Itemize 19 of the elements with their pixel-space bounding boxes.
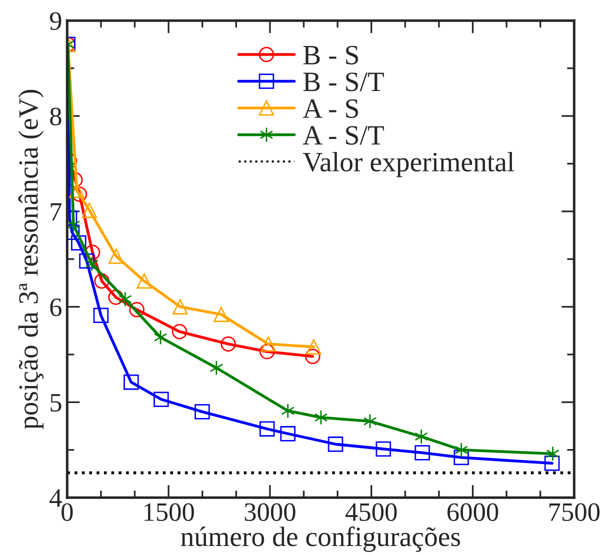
legend-label: A - S/T bbox=[302, 126, 384, 145]
x-tick-label: 3000 bbox=[244, 503, 296, 522]
x-tick-label: 1500 bbox=[144, 503, 194, 522]
y-tick-label: 5 bbox=[50, 394, 62, 412]
legend-label: A - S bbox=[302, 99, 358, 118]
y-tick-label: 6 bbox=[50, 298, 62, 316]
y-tick-label: 9 bbox=[50, 12, 62, 30]
legend-label: B - S/T bbox=[303, 72, 384, 92]
x-tick-label: 7500 bbox=[549, 503, 600, 522]
x-axis-title: número de configurações bbox=[180, 526, 460, 552]
y-tick-label: 7 bbox=[50, 203, 62, 221]
x-tick-label: 0 bbox=[62, 503, 73, 522]
legend-label: B - S bbox=[303, 46, 358, 65]
y-tick-label: 8 bbox=[50, 108, 62, 126]
legend-label: Valor experimental bbox=[302, 152, 514, 178]
y-axis-title: posição da 3ª ressonância (eV) bbox=[18, 90, 44, 430]
x-tick-label: 6000 bbox=[447, 503, 498, 522]
x-tick-label: 4500 bbox=[345, 503, 397, 522]
y-tick-label: 4 bbox=[50, 489, 62, 507]
